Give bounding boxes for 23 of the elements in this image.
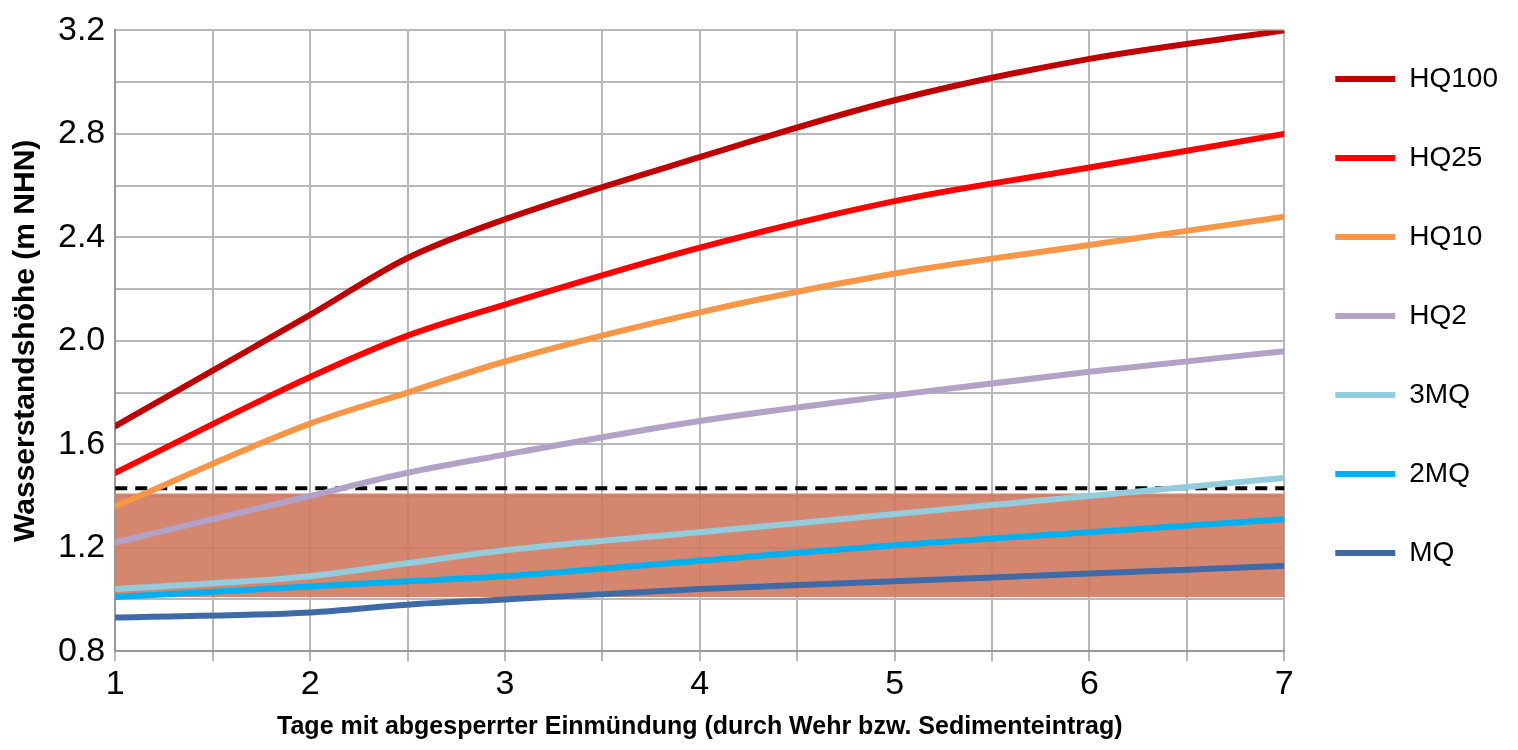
legend-label: 2MQ	[1409, 456, 1470, 488]
x-tick-label: 1	[105, 662, 125, 701]
y-tick-label: 2.8	[58, 112, 106, 151]
legend-label: MQ	[1409, 535, 1455, 567]
x-tick-label: 6	[1079, 662, 1099, 701]
legend-label: HQ2	[1409, 298, 1467, 330]
y-tick-label: 2.0	[58, 319, 106, 358]
x-axis-title: Tage mit abgesperrter Einmündung (durch Wehr bzw. Sedimenteintrag)	[277, 710, 1123, 739]
y-tick-label: 0.8	[58, 629, 106, 668]
x-tick-label: 2	[300, 662, 320, 701]
legend-label: HQ100	[1409, 61, 1498, 93]
legend-label: 3MQ	[1409, 377, 1470, 409]
y-tick-label: 1.2	[58, 526, 106, 565]
x-tick-label: 4	[690, 662, 710, 701]
x-tick-label: 7	[1274, 662, 1294, 701]
legend-label: HQ25	[1409, 140, 1483, 172]
y-tick-label: 3.2	[58, 8, 106, 47]
x-tick-label: 5	[885, 662, 905, 701]
legend-label: HQ10	[1409, 219, 1483, 251]
x-tick-label: 3	[495, 662, 515, 701]
y-tick-label: 2.4	[58, 215, 106, 254]
y-tick-label: 1.6	[58, 422, 106, 461]
y-axis-title: Wasserstandshöhe (m NHN)	[7, 139, 41, 542]
